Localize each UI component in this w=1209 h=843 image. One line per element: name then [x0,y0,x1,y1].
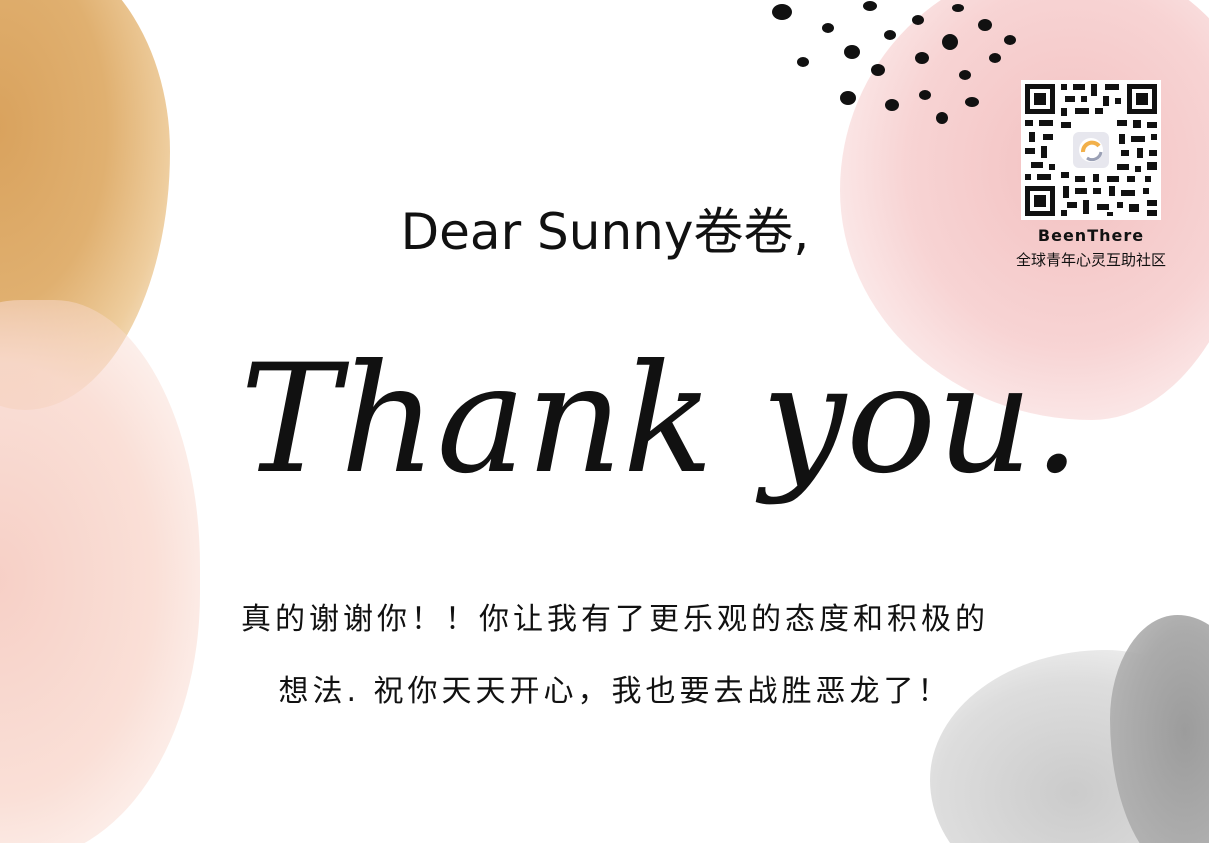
brand-name: BeenThere [1037,226,1145,245]
greeting: Dear Sunny卷卷, [400,203,810,261]
thank-you-headline: Thank you. [240,333,1081,507]
orange-watercolor-blob [0,0,170,410]
decorative-dots [772,1,1016,124]
brand-tagline: 全球青年心灵互助社区 [1015,251,1166,269]
thank-you-message: 真的谢谢你！！你让我有了更乐观的态度和积极的 想法. 祝你天天开心，我也要去战胜… [140,584,1090,728]
message-line-2: 想法. 祝你天天开心，我也要去战胜恶龙了！ [278,674,952,709]
pink-watercolor-blob-left [0,300,200,843]
brand-block: BeenThere 全球青年心灵互助社区 [980,80,1202,270]
qr-code-icon[interactable] [1021,80,1161,220]
message-line-1: 真的谢谢你！！你让我有了更乐观的态度和积极的 [241,602,989,637]
gray-watercolor-blob-dark [1110,615,1209,843]
